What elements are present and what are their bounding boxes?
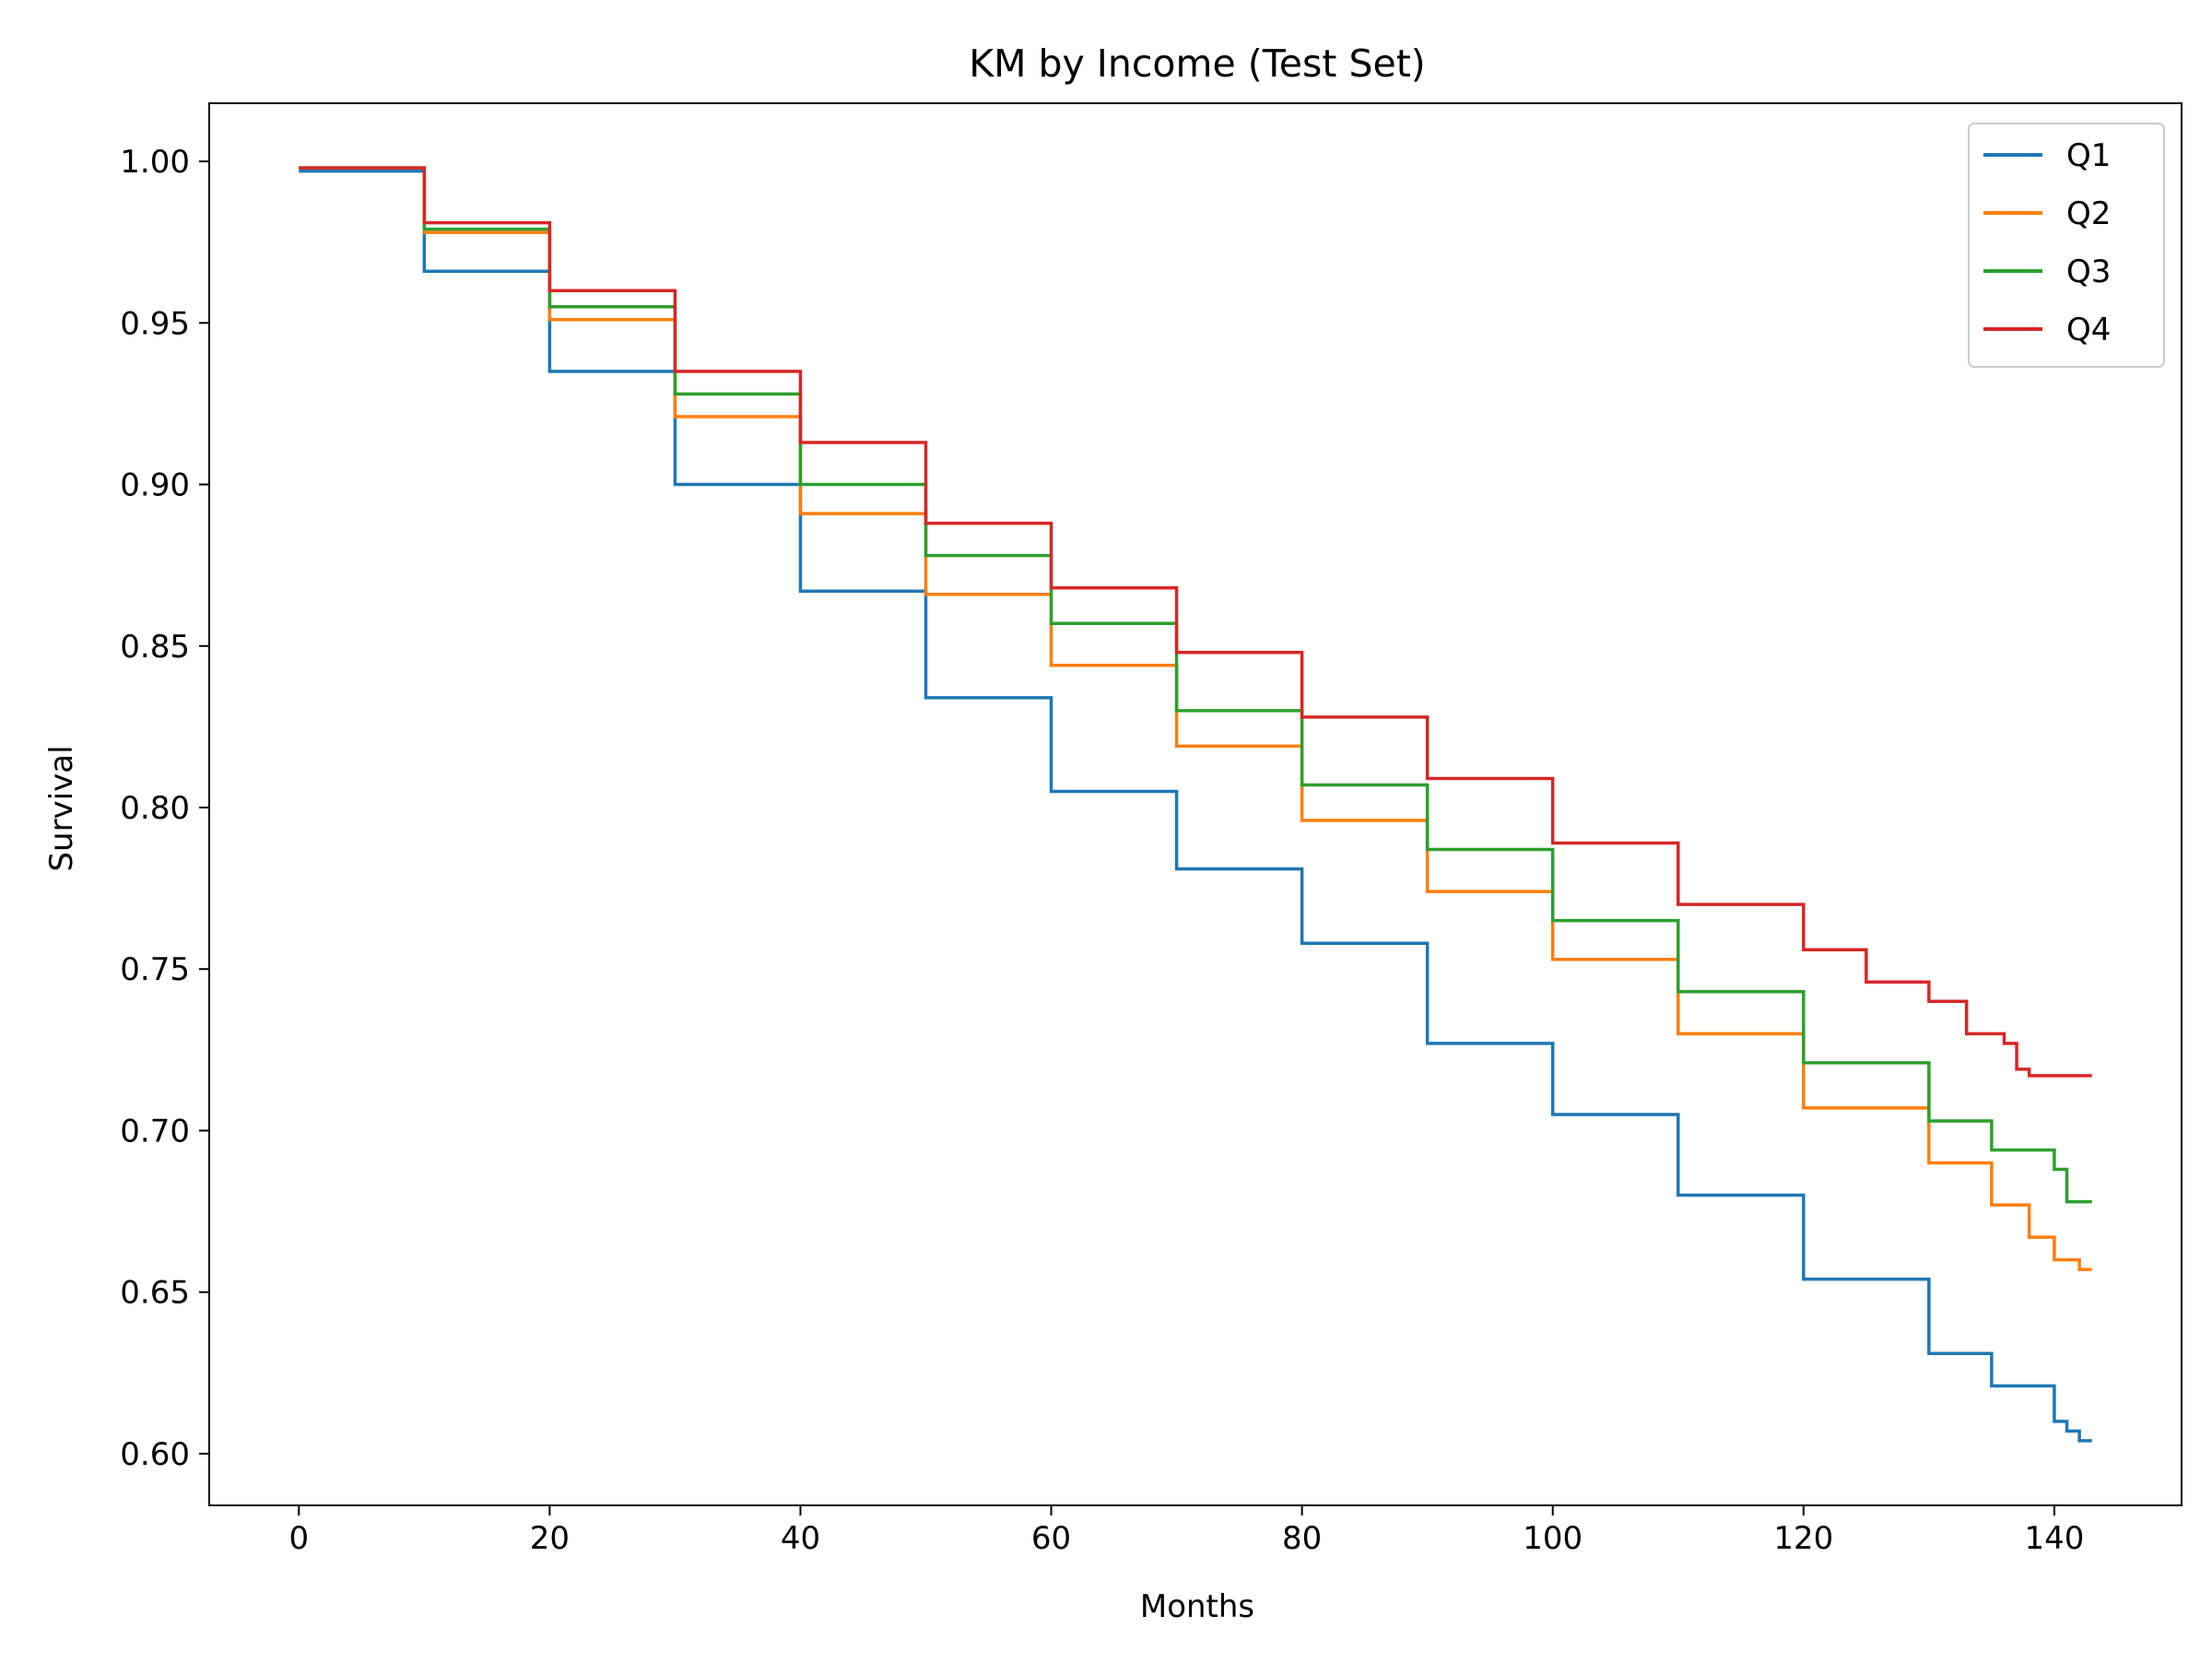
y-tick-label: 0.75 bbox=[120, 951, 190, 988]
x-tick-label: 60 bbox=[1031, 1520, 1071, 1557]
y-tick-label: 0.65 bbox=[120, 1275, 190, 1312]
y-tick-label: 0.70 bbox=[120, 1113, 190, 1150]
plot-area bbox=[299, 166, 2092, 1443]
series-line-q4 bbox=[299, 166, 2092, 1078]
y-tick-label: 1.00 bbox=[120, 144, 190, 181]
legend: Q1 Q2 Q3 Q4 bbox=[1968, 123, 2165, 368]
chart-title: KM by Income (Test Set) bbox=[969, 41, 1426, 86]
series-line-q2 bbox=[299, 166, 2092, 1271]
x-tick-label: 0 bbox=[288, 1520, 309, 1557]
x-tick-label: 120 bbox=[1773, 1520, 1833, 1557]
axes: 0 20 40 60 80 100 120 140 0.60 0.65 0.70 0.75 0.80 0.… bbox=[120, 102, 2183, 1557]
y-tick-label: 0.85 bbox=[120, 629, 190, 666]
x-tick-label: 100 bbox=[1523, 1520, 1583, 1557]
y-tick-label: 0.95 bbox=[120, 305, 190, 342]
x-tick-label: 20 bbox=[530, 1520, 570, 1557]
x-tick-label: 140 bbox=[2024, 1520, 2084, 1557]
y-axis-label: Survival bbox=[43, 745, 80, 871]
x-axis-label: Months bbox=[1140, 1588, 1254, 1625]
axes-frame bbox=[208, 102, 2183, 1506]
y-tick-label: 0.80 bbox=[120, 790, 190, 827]
y-tick-label: 0.60 bbox=[120, 1436, 190, 1473]
legend-label-q1: Q1 bbox=[2066, 137, 2111, 174]
x-tick-label: 80 bbox=[1282, 1520, 1322, 1557]
legend-label-q3: Q3 bbox=[2066, 254, 2111, 290]
y-tick-label: 0.90 bbox=[120, 467, 190, 504]
x-tick-label: 40 bbox=[781, 1520, 820, 1557]
legend-box bbox=[1968, 123, 2165, 368]
legend-label-q4: Q4 bbox=[2066, 312, 2111, 348]
series-line-q1 bbox=[299, 169, 2092, 1443]
legend-label-q2: Q2 bbox=[2066, 195, 2111, 232]
